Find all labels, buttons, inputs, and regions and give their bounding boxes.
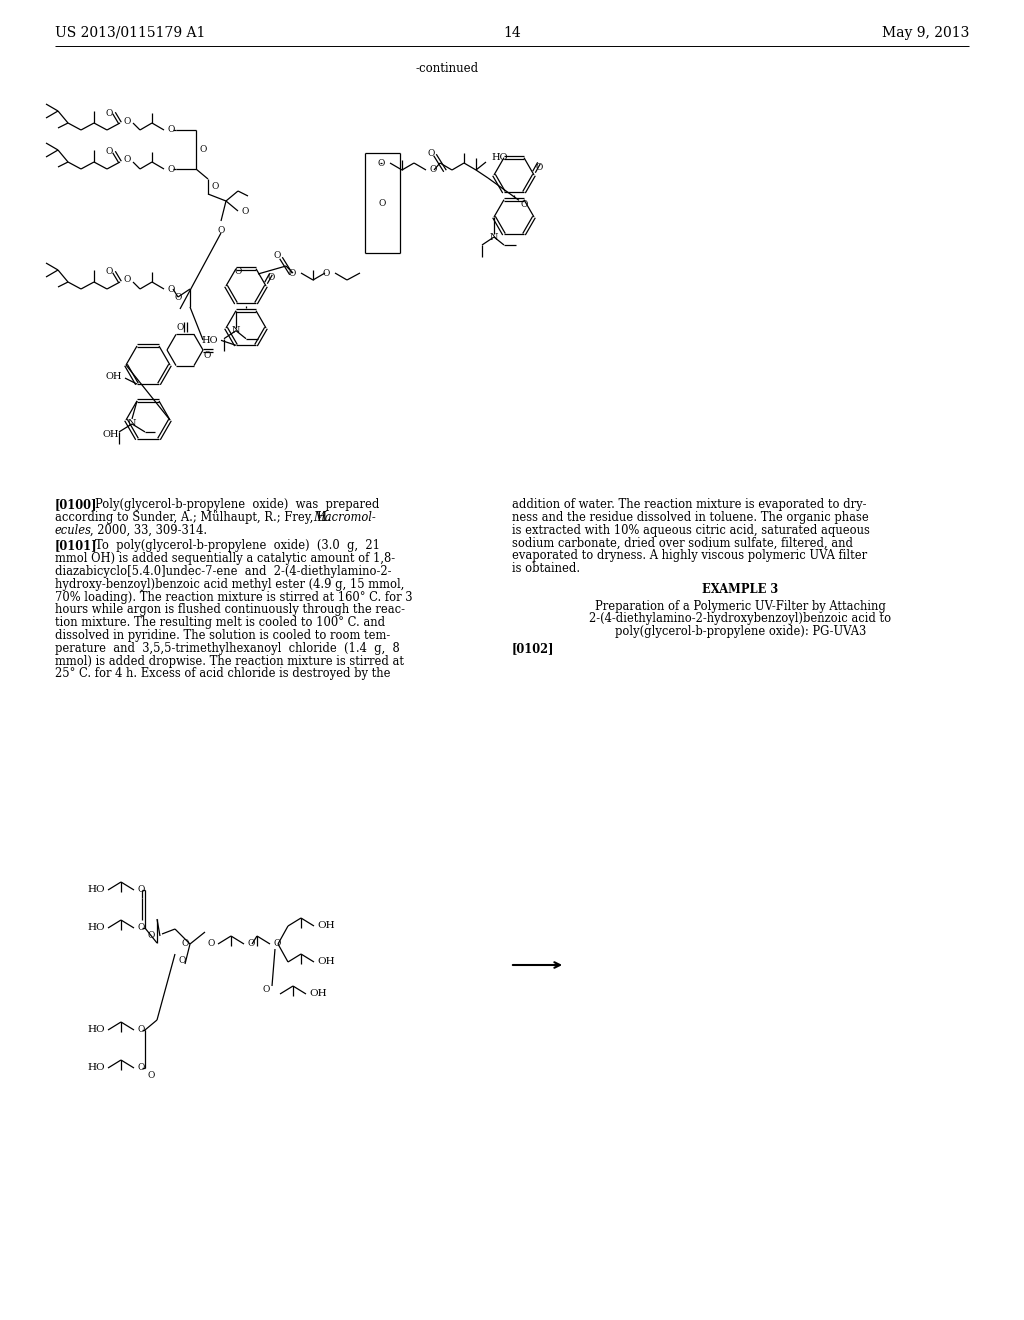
- Text: O: O: [234, 268, 242, 276]
- Text: 70% loading). The reaction mixture is stirred at 160° C. for 3: 70% loading). The reaction mixture is st…: [55, 590, 413, 603]
- Text: evaporated to dryness. A highly viscous polymeric UVA filter: evaporated to dryness. A highly viscous …: [512, 549, 867, 562]
- Text: HO: HO: [87, 886, 105, 895]
- Text: O: O: [167, 125, 174, 135]
- Text: EXAMPLE 3: EXAMPLE 3: [702, 583, 778, 595]
- Text: N: N: [231, 326, 241, 335]
- Text: O: O: [105, 268, 113, 276]
- Text: is extracted with 10% aqueous citric acid, saturated aqueous: is extracted with 10% aqueous citric aci…: [512, 524, 869, 537]
- Text: O: O: [167, 285, 174, 293]
- Text: OH: OH: [317, 957, 335, 966]
- Text: O: O: [273, 940, 281, 949]
- Text: O: O: [208, 940, 215, 949]
- Text: [0100]: [0100]: [55, 498, 97, 511]
- Text: ecules: ecules: [55, 524, 92, 537]
- Text: mmol) is added dropwise. The reaction mixture is stirred at: mmol) is added dropwise. The reaction mi…: [55, 655, 404, 668]
- Text: O: O: [167, 165, 174, 173]
- Text: 14: 14: [503, 26, 521, 40]
- Text: O: O: [123, 116, 131, 125]
- Text: O: O: [217, 226, 224, 235]
- Text: O: O: [520, 199, 527, 209]
- Text: Poly(glycerol-b-propylene  oxide)  was  prepared: Poly(glycerol-b-propylene oxide) was pre…: [95, 498, 379, 511]
- Text: hours while argon is flushed continuously through the reac-: hours while argon is flushed continuousl…: [55, 603, 406, 616]
- Text: O: O: [241, 206, 249, 215]
- Text: HO: HO: [87, 924, 105, 932]
- Text: Preparation of a Polymeric UV-Filter by Attaching: Preparation of a Polymeric UV-Filter by …: [595, 599, 886, 612]
- Text: O: O: [323, 268, 330, 277]
- Text: OH: OH: [105, 371, 122, 380]
- Text: 25° C. for 4 h. Excess of acid chloride is destroyed by the: 25° C. for 4 h. Excess of acid chloride …: [55, 668, 390, 680]
- Text: HO: HO: [202, 335, 218, 345]
- Text: hydroxy-benzoyl)benzoic acid methyl ester (4.9 g, 15 mmol,: hydroxy-benzoyl)benzoic acid methyl este…: [55, 578, 404, 591]
- Text: O: O: [267, 273, 274, 282]
- Text: dissolved in pyridine. The solution is cooled to room tem-: dissolved in pyridine. The solution is c…: [55, 630, 390, 642]
- Text: To  poly(glycerol-b-propylene  oxide)  (3.0  g,  21: To poly(glycerol-b-propylene oxide) (3.0…: [95, 540, 380, 552]
- Text: OH: OH: [317, 921, 335, 931]
- Text: O: O: [123, 276, 131, 285]
- Text: O: O: [176, 323, 183, 333]
- Text: O: O: [379, 198, 386, 207]
- Text: sodium carbonate, dried over sodium sulfate, filtered, and: sodium carbonate, dried over sodium sulf…: [512, 536, 853, 549]
- Text: O: O: [137, 1064, 144, 1072]
- Text: US 2013/0115179 A1: US 2013/0115179 A1: [55, 26, 206, 40]
- Text: Macromol-: Macromol-: [313, 511, 376, 524]
- Text: [0101]: [0101]: [55, 540, 97, 552]
- Text: May 9, 2013: May 9, 2013: [882, 26, 969, 40]
- Text: N: N: [128, 420, 136, 429]
- Text: OH: OH: [309, 990, 327, 998]
- Text: , 2000, 33, 309-314.: , 2000, 33, 309-314.: [90, 524, 207, 537]
- Text: [0102]: [0102]: [512, 642, 555, 655]
- Text: HO: HO: [87, 1064, 105, 1072]
- Text: O: O: [148, 931, 156, 940]
- Text: perature  and  3,5,5-trimethylhexanoyl  chloride  (1.4  g,  8: perature and 3,5,5-trimethylhexanoyl chl…: [55, 642, 399, 655]
- Text: O: O: [181, 940, 188, 949]
- Text: O: O: [247, 940, 254, 949]
- Text: O: O: [178, 956, 185, 965]
- Text: -continued: -continued: [415, 62, 478, 74]
- Text: mmol OH) is added sequentially a catalytic amount of 1,8-: mmol OH) is added sequentially a catalyt…: [55, 552, 395, 565]
- Text: O: O: [273, 252, 281, 260]
- Text: O: O: [105, 108, 113, 117]
- Text: O: O: [137, 924, 144, 932]
- Text: 2-(4-diethylamino-2-hydroxybenzoyl)benzoic acid to: 2-(4-diethylamino-2-hydroxybenzoyl)benzo…: [590, 612, 892, 626]
- Text: according to Sunder, A.; Mülhaupt, R.; Frey, H.: according to Sunder, A.; Mülhaupt, R.; F…: [55, 511, 335, 524]
- Text: is obtained.: is obtained.: [512, 562, 581, 576]
- Text: O: O: [378, 158, 385, 168]
- Text: O: O: [289, 268, 296, 277]
- Text: O: O: [536, 162, 543, 172]
- Text: ness and the residue dissolved in toluene. The organic phase: ness and the residue dissolved in toluen…: [512, 511, 868, 524]
- Text: O: O: [427, 149, 434, 157]
- Text: OH: OH: [102, 429, 119, 438]
- Text: HO: HO: [87, 1026, 105, 1035]
- Text: O: O: [105, 148, 113, 157]
- Text: HO: HO: [490, 153, 508, 162]
- Text: N: N: [489, 232, 499, 242]
- Text: O: O: [123, 156, 131, 165]
- Text: O: O: [199, 145, 207, 154]
- Text: O: O: [429, 165, 436, 174]
- Text: O: O: [175, 293, 182, 302]
- Text: O: O: [262, 986, 270, 994]
- Text: poly(glycerol-b-propylene oxide): PG-UVA3: poly(glycerol-b-propylene oxide): PG-UVA…: [614, 626, 866, 638]
- Text: O: O: [211, 182, 218, 191]
- Text: O: O: [204, 351, 211, 359]
- Text: O: O: [148, 1071, 156, 1080]
- Text: O: O: [137, 1026, 144, 1035]
- Text: diazabicyclo[5.4.0]undec-7-ene  and  2-(4-diethylamino-2-: diazabicyclo[5.4.0]undec-7-ene and 2-(4-…: [55, 565, 391, 578]
- Text: O: O: [137, 886, 144, 895]
- Text: addition of water. The reaction mixture is evaporated to dry-: addition of water. The reaction mixture …: [512, 498, 866, 511]
- Text: tion mixture. The resulting melt is cooled to 100° C. and: tion mixture. The resulting melt is cool…: [55, 616, 385, 630]
